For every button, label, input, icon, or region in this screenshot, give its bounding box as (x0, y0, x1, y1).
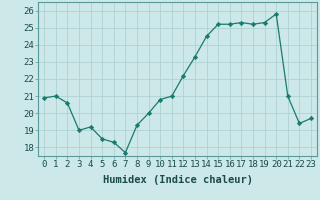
X-axis label: Humidex (Indice chaleur): Humidex (Indice chaleur) (103, 175, 252, 185)
